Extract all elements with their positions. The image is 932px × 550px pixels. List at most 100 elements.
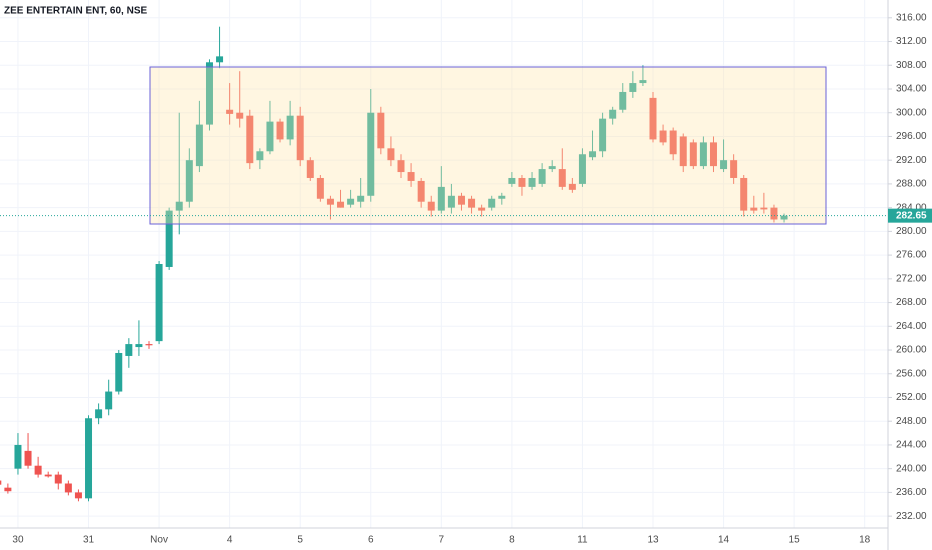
candle-body bbox=[679, 136, 687, 167]
candle-body bbox=[397, 160, 405, 173]
candle-body bbox=[85, 418, 93, 499]
y-tick-label: 308.00 bbox=[896, 60, 927, 71]
candle-body bbox=[709, 142, 717, 167]
candle-body bbox=[367, 112, 375, 196]
candle-body bbox=[548, 166, 556, 170]
candle-body bbox=[528, 177, 536, 187]
candle-body bbox=[357, 195, 365, 202]
y-tick-label: 284.00 bbox=[896, 202, 927, 213]
y-tick-label: 244.00 bbox=[896, 440, 927, 451]
candle-body bbox=[54, 474, 62, 484]
candle-body bbox=[34, 465, 42, 475]
candle-body bbox=[619, 91, 627, 110]
candle-body bbox=[407, 172, 415, 181]
candle-body bbox=[326, 198, 334, 205]
candle-body bbox=[377, 112, 385, 149]
y-tick-label: 300.00 bbox=[896, 107, 927, 118]
candle-body bbox=[478, 207, 486, 211]
candle-body bbox=[175, 201, 183, 211]
x-tick-label: 30 bbox=[12, 535, 24, 546]
candle-body bbox=[780, 215, 788, 220]
x-tick-label: 4 bbox=[227, 535, 233, 546]
y-tick-label: 248.00 bbox=[896, 416, 927, 427]
candle-body bbox=[24, 450, 32, 466]
y-tick-label: 296.00 bbox=[896, 131, 927, 142]
candle-body bbox=[0, 480, 2, 485]
candle-body bbox=[659, 130, 667, 143]
x-tick-label: 14 bbox=[718, 535, 730, 546]
candle-body bbox=[699, 142, 707, 167]
y-tick-label: 272.00 bbox=[896, 273, 927, 284]
candle-body bbox=[387, 148, 395, 161]
candle-body bbox=[649, 97, 657, 140]
x-tick-label: 6 bbox=[368, 535, 374, 546]
y-tick-label: 232.00 bbox=[896, 511, 927, 522]
last-price-box bbox=[888, 208, 932, 223]
y-tick-label: 304.00 bbox=[896, 84, 927, 95]
candle-body bbox=[44, 474, 52, 477]
candle-body bbox=[125, 344, 133, 356]
candle-body bbox=[447, 195, 455, 208]
y-tick-label: 256.00 bbox=[896, 368, 927, 379]
y-tick-label: 312.00 bbox=[896, 36, 927, 47]
candle-body bbox=[599, 118, 607, 152]
candle-body bbox=[589, 151, 597, 158]
candle-body bbox=[639, 80, 647, 84]
candle-body bbox=[115, 352, 123, 392]
candle-body bbox=[568, 183, 576, 190]
y-tick-label: 276.00 bbox=[896, 250, 927, 261]
x-tick-label: Nov bbox=[150, 535, 168, 546]
candle-body bbox=[145, 344, 153, 346]
candle-body bbox=[427, 201, 435, 211]
x-tick-label: 18 bbox=[859, 535, 871, 546]
candle-body bbox=[720, 160, 728, 170]
y-tick-label: 236.00 bbox=[896, 487, 927, 498]
y-tick-label: 280.00 bbox=[896, 226, 927, 237]
chart-title: ZEE ENTERTAIN ENT, 60, NSE bbox=[4, 6, 148, 17]
candle-body bbox=[437, 186, 445, 211]
axes: 232.00 236.00 240.00 244.00 248.00 252.00 256.… bbox=[0, 12, 932, 546]
candle-body bbox=[155, 264, 163, 342]
x-tick-label: 5 bbox=[297, 535, 303, 546]
candle-body bbox=[468, 198, 476, 208]
candle-body bbox=[558, 169, 566, 187]
y-tick-label: 288.00 bbox=[896, 179, 927, 190]
candle-body bbox=[488, 198, 496, 208]
y-tick-label: 264.00 bbox=[896, 321, 927, 332]
x-tick-label: 7 bbox=[439, 535, 445, 546]
range-box bbox=[149, 66, 827, 225]
candle-body bbox=[105, 391, 113, 410]
candle-body bbox=[457, 195, 465, 205]
candle-body bbox=[770, 207, 778, 220]
candle-body bbox=[609, 109, 617, 119]
x-tick-label: 8 bbox=[509, 535, 515, 546]
candle-body bbox=[64, 483, 72, 493]
candle-body bbox=[286, 115, 294, 140]
y-tick-label: 252.00 bbox=[896, 392, 927, 403]
candle-body bbox=[417, 180, 425, 202]
candle-body bbox=[508, 177, 516, 184]
last-price-label: 282.65 bbox=[896, 210, 927, 221]
candle-body bbox=[578, 154, 586, 184]
candles bbox=[0, 26, 788, 502]
y-tick-label: 268.00 bbox=[896, 297, 927, 308]
x-tick-label: 13 bbox=[647, 535, 659, 546]
candle-body bbox=[296, 115, 304, 161]
candle-body bbox=[760, 207, 768, 210]
candle-body bbox=[195, 124, 203, 167]
candle-body bbox=[750, 207, 758, 211]
candle-body bbox=[165, 210, 173, 267]
candle-body bbox=[74, 492, 82, 499]
candle-body bbox=[347, 198, 355, 205]
candle-body bbox=[4, 487, 12, 492]
candle-body bbox=[316, 177, 324, 199]
y-tick-label: 316.00 bbox=[896, 12, 927, 23]
candle-body bbox=[246, 115, 254, 164]
candle-body bbox=[306, 160, 314, 178]
candle-body bbox=[669, 130, 677, 155]
candle-body bbox=[216, 56, 224, 63]
candle-body bbox=[95, 409, 103, 419]
candle-body bbox=[498, 195, 506, 199]
y-tick-label: 292.00 bbox=[896, 155, 927, 166]
